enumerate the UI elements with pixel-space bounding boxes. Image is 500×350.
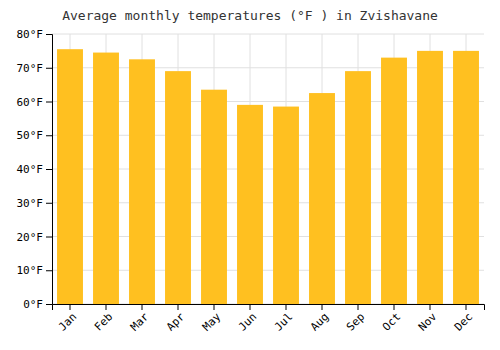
x-tick: Feb <box>92 304 115 334</box>
bar <box>381 58 407 304</box>
x-tick-label: Feb <box>92 310 115 333</box>
bar <box>345 71 371 304</box>
bar <box>93 53 119 304</box>
bar <box>453 51 479 304</box>
x-tick-label: Jul <box>272 310 295 333</box>
bar <box>309 93 335 304</box>
y-tick: 30°F <box>17 197 53 210</box>
y-tick-mark <box>46 68 52 69</box>
x-tick: Mar <box>128 304 152 334</box>
y-tick-label: 80°F <box>17 28 44 41</box>
x-tick-mark <box>70 304 71 310</box>
y-tick-mark <box>46 203 52 204</box>
y-tick: 0°F <box>23 298 52 311</box>
axis-line <box>53 305 485 311</box>
y-tick-mark <box>46 304 52 305</box>
x-tick: May <box>200 304 224 334</box>
x-tick: Apr <box>164 304 188 334</box>
axis-line <box>46 35 53 305</box>
y-tick-label: 60°F <box>17 96 44 109</box>
bar <box>273 107 299 304</box>
bar <box>165 71 191 304</box>
x-tick-mark <box>178 304 179 310</box>
y-tick-label: 40°F <box>17 163 44 176</box>
x-tick-mark <box>106 304 107 310</box>
y-tick-mark <box>46 34 52 35</box>
x-tick-label: Aug <box>308 310 331 333</box>
y-tick: 70°F <box>17 62 53 75</box>
bar <box>129 59 155 304</box>
x-tick: Nov <box>416 304 440 334</box>
bar <box>417 51 443 304</box>
y-tick: 40°F <box>17 163 53 176</box>
y-tick: 60°F <box>17 96 53 109</box>
x-tick-label: May <box>200 310 224 334</box>
x-tick-mark <box>142 304 143 310</box>
x-tick-label: Jun <box>236 310 259 333</box>
y-axis: 0°F 10°F 20°F 30°F 40°F 50°F 60°F 70°F 80°F <box>17 28 53 311</box>
x-tick: Jun <box>236 304 259 334</box>
x-tick-mark <box>394 304 395 310</box>
x-tick-label: Mar <box>128 310 152 334</box>
y-tick: 80°F <box>17 28 53 41</box>
x-tick: Jan <box>56 304 79 334</box>
chart: Average monthly temperatures (°F ) in Zv… <box>0 0 500 350</box>
x-tick-mark <box>322 304 323 310</box>
y-tick: 20°F <box>17 231 53 244</box>
y-tick-label: 20°F <box>17 231 44 244</box>
x-tick-label: Apr <box>164 310 188 334</box>
y-tick-label: 10°F <box>17 264 44 277</box>
y-tick-label: 50°F <box>17 129 44 142</box>
y-tick-label: 30°F <box>17 197 44 210</box>
x-tick-mark <box>214 304 215 310</box>
y-tick-label: 70°F <box>17 62 44 75</box>
x-tick-label: Oct <box>380 310 403 333</box>
x-tick: Oct <box>380 304 403 334</box>
bar <box>57 49 83 304</box>
x-tick-label: Jan <box>56 310 79 333</box>
x-tick-label: Dec <box>452 310 475 333</box>
grid <box>52 34 484 304</box>
x-tick: Dec <box>452 304 475 334</box>
y-tick-mark <box>46 237 52 238</box>
bar <box>237 105 263 304</box>
x-tick-mark <box>466 304 467 310</box>
y-tick-mark <box>46 135 52 136</box>
y-tick-mark <box>46 169 52 170</box>
y-tick: 10°F <box>17 264 53 277</box>
bars <box>57 49 479 304</box>
x-axis: Jan Feb Mar Apr May Jun Jul Aug Sep Oct Nov Dec <box>53 304 485 334</box>
x-tick-label: Sep <box>344 310 367 333</box>
y-tick: 50°F <box>17 129 53 142</box>
x-tick-label: Nov <box>416 310 440 334</box>
title: Average monthly temperatures (°F ) in Zv… <box>62 8 438 23</box>
grid-line-y <box>52 34 484 35</box>
x-tick: Sep <box>344 304 367 334</box>
x-tick: Jul <box>272 304 295 334</box>
x-tick-mark <box>250 304 251 310</box>
x-tick-mark <box>358 304 359 310</box>
x-tick-mark <box>286 304 287 310</box>
x-tick: Aug <box>308 304 331 334</box>
y-tick-label: 0°F <box>23 298 43 311</box>
y-tick-mark <box>46 270 52 271</box>
x-tick-mark <box>430 304 431 310</box>
bar <box>201 90 227 304</box>
plot: Jan Feb Mar Apr May Jun Jul Aug Sep Oct Nov Dec 0°F 1… <box>17 28 485 334</box>
y-tick-mark <box>46 102 52 103</box>
